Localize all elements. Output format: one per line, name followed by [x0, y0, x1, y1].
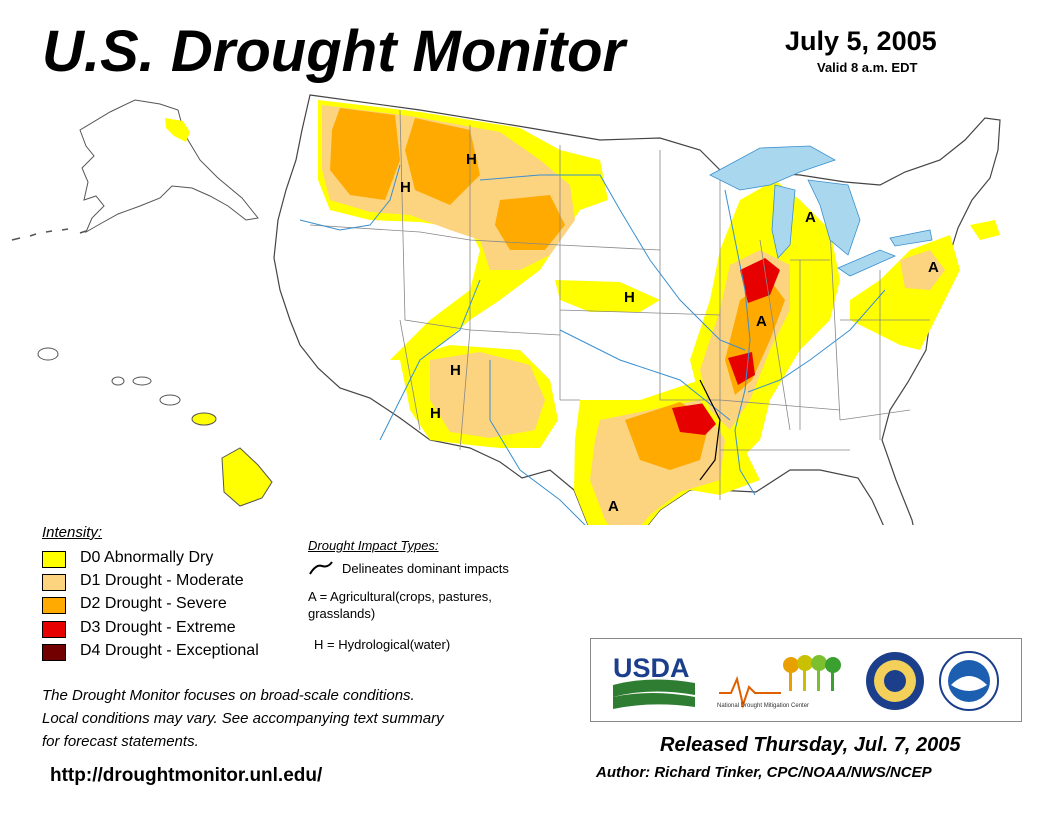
east-d1: [900, 250, 945, 290]
plains-d0: [555, 280, 660, 312]
legend-label: D4 Drought - Exceptional: [80, 642, 259, 659]
commerce-seal: [866, 652, 924, 710]
hawaii-island-3: [132, 376, 152, 386]
map-title: U.S. Drought Monitor: [42, 19, 626, 84]
legend-label: D0 Abnormally Dry: [80, 549, 214, 566]
legend-swatch: [42, 551, 66, 568]
usda-logo: USDA: [613, 653, 695, 709]
lake-michigan: [771, 184, 796, 259]
hawaii-island-2: [111, 376, 125, 386]
ohio-river: [747, 289, 886, 393]
legend-label: D3 Drought - Extreme: [80, 619, 236, 636]
alaska: [11, 99, 259, 241]
aleutian-islands: [11, 228, 87, 241]
label-h-plains: H: [624, 289, 635, 306]
big-island: [221, 447, 273, 507]
arkansas-river: [559, 329, 731, 421]
label-a-northeast: A: [928, 259, 939, 276]
nw-d2-c: [495, 195, 565, 250]
great-lakes: [709, 145, 933, 277]
lake-erie: [837, 249, 897, 277]
drought-map: H H H H H A A A A: [11, 94, 1001, 525]
state-borders: [309, 109, 930, 500]
drought-areas: [318, 100, 1000, 525]
label-h-montana: H: [466, 151, 477, 168]
impact-lines: [699, 379, 721, 481]
sw-d1: [430, 352, 545, 438]
impact-hydrological: H = Hydrological(water): [314, 637, 451, 652]
legend-swatch: [42, 597, 66, 614]
label-h-utah: H: [450, 362, 461, 379]
ne-d0: [970, 220, 1000, 240]
impact-agricultural: A = Agricultural(crops, pastures, grassl…: [308, 589, 492, 621]
border-lines-2: [719, 175, 930, 500]
legend-swatch: [42, 574, 66, 591]
legend-label: D2 Drought - Severe: [80, 595, 227, 612]
hawaii-island-4: [159, 394, 181, 406]
released-date: Released Thursday, Jul. 7, 2005: [660, 734, 961, 756]
border-lines-1: [309, 109, 721, 451]
mississippi-river: [724, 189, 756, 496]
impact-types-title: Drought Impact Types:: [308, 538, 439, 553]
label-a-illinois: A: [756, 313, 767, 330]
map-date: July 5, 2005: [785, 26, 937, 56]
alaska-d0: [165, 118, 190, 142]
nw-d2-b: [405, 118, 480, 205]
author: Author: Richard Tinker, CPC/NOAA/NWS/NCE…: [596, 764, 932, 781]
impact-line-icon: [309, 561, 333, 575]
lake-superior: [709, 145, 836, 191]
hawaii-island-5: [191, 412, 217, 426]
impact-delineates: Delineates dominant impacts: [342, 561, 509, 576]
legend-swatch: [42, 621, 66, 638]
label-a-texas: A: [608, 498, 619, 515]
hawaii: [37, 347, 273, 507]
logos-svg: USDA National Drought Mitigation Center: [613, 651, 999, 711]
svg-text:National Drought Mitigation Ce: National Drought Mitigation Center: [717, 703, 809, 709]
legend-title: Intensity:: [42, 524, 103, 541]
svg-text:USDA: USDA: [613, 653, 690, 683]
hawaii-island-1: [37, 347, 59, 361]
ndmc-logo: National Drought Mitigation Center: [717, 655, 841, 709]
rivers: [299, 164, 886, 525]
columbia-river: [299, 164, 401, 231]
valid-time: Valid 8 a.m. EDT: [817, 60, 918, 75]
note-line: The Drought Monitor focuses on broad-sca…: [42, 687, 415, 704]
note-line: Local conditions may vary. See accompany…: [42, 710, 444, 727]
missouri-river: [479, 174, 746, 351]
il-d3: [740, 258, 780, 303]
website-url[interactable]: http://droughtmonitor.unl.edu/: [50, 765, 323, 786]
label-h-idaho: H: [400, 179, 411, 196]
label-h-arizona: H: [430, 405, 441, 422]
noaa-seal: [939, 651, 999, 711]
note-line: for forecast statements.: [42, 733, 199, 750]
nw-d2-a: [330, 108, 400, 200]
colorado-river: [379, 279, 481, 441]
impact-line-1: [699, 379, 721, 481]
disclaimer-note: The Drought Monitor focuses on broad-sca…: [42, 684, 444, 753]
legend-label: D1 Drought - Moderate: [80, 572, 244, 589]
rio-grande: [489, 360, 586, 525]
legend-swatch: [42, 644, 66, 661]
lake-huron: [807, 179, 861, 256]
agency-logos: USDA National Drought Mitigation Center: [590, 638, 1022, 722]
lake-ontario: [889, 229, 933, 247]
label-a-michigan: A: [805, 209, 816, 226]
